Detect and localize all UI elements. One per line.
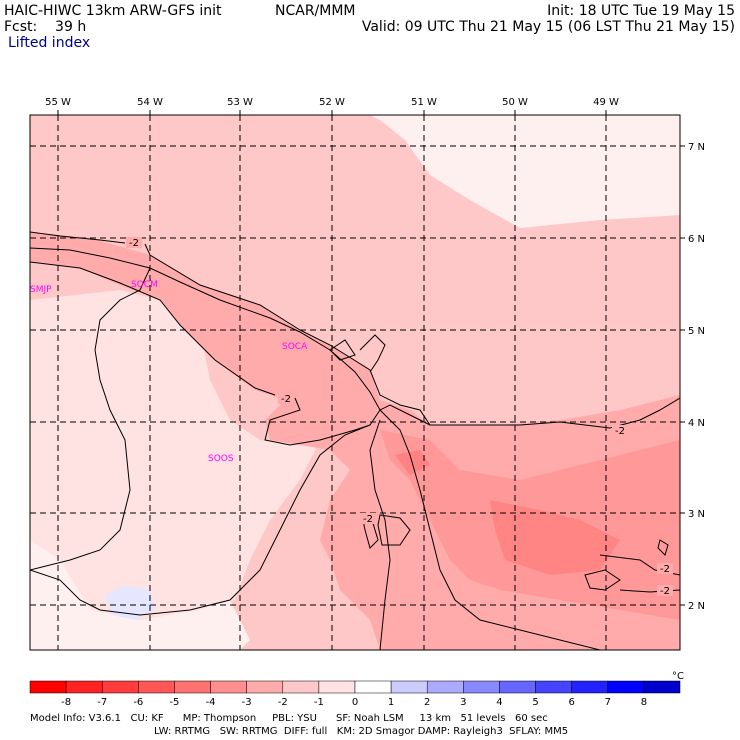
colorbar-swatch [282, 680, 320, 694]
model-title: HAIC-HIWC 13km ARW-GFS init [4, 3, 222, 19]
colorbar-tick-label: 8 [641, 697, 647, 708]
colorbar-tick-label: 0 [352, 697, 358, 708]
shade-minus4-patch [490, 500, 620, 575]
colorbar-swatch [29, 680, 67, 694]
forecast-hour: Fcst: 39 h [4, 19, 87, 35]
colorbar-tick-label: -7 [97, 697, 107, 708]
model-info-line1: Model Info: V3.6.1 CU: KF MP: Thompson P… [30, 713, 548, 724]
lat-label-7n: 7 N [688, 142, 705, 153]
colorbar-tick-label: -6 [133, 697, 143, 708]
shade-positive-patch [105, 585, 155, 620]
colorbar-swatch [246, 680, 284, 694]
station-soos: SOOS [208, 454, 234, 464]
lat-label-5n: 5 N [688, 326, 705, 337]
contour-label: -2 [281, 394, 291, 405]
colorbar-swatch [426, 680, 464, 694]
colorbar-swatch [607, 680, 645, 694]
org-label: NCAR/MMM [275, 3, 356, 19]
colorbar-tick-label: 5 [532, 697, 538, 708]
colorbar-tick-label: -1 [314, 697, 324, 708]
colorbar-swatch [354, 680, 392, 694]
lon-label-53w: 53 W [227, 97, 253, 108]
shade-interior-light [30, 290, 320, 620]
lat-label-3n: 3 N [688, 509, 705, 520]
lat-label-2n: 2 N [688, 601, 705, 612]
colorbar-swatch [390, 680, 428, 694]
colorbar-tick-label: 6 [568, 697, 574, 708]
contour-label: -2 [660, 564, 670, 575]
shading-layer [30, 115, 680, 650]
lon-label-49w: 49 W [593, 97, 619, 108]
lon-label-54w: 54 W [137, 97, 163, 108]
colorbar-swatch [643, 680, 681, 694]
contour-label: -2 [615, 426, 625, 437]
colorbar-swatch [65, 680, 103, 694]
colorbar-tick-label: 7 [605, 697, 611, 708]
contour-label: -2 [129, 238, 139, 249]
colorbar-tick-label: -4 [206, 697, 216, 708]
colorbar-tick-label: 3 [460, 697, 466, 708]
lat-label-4n: 4 N [688, 418, 705, 429]
colorbar-tick-label: -3 [242, 697, 252, 708]
colorbar-unit: °C [672, 671, 684, 682]
coastline-borders [30, 247, 601, 650]
shade-southwest-light [30, 540, 250, 650]
colorbar-swatch [101, 680, 139, 694]
lon-label-50w: 50 W [502, 97, 528, 108]
colorbar-swatch [535, 680, 572, 694]
map-frame [29, 114, 681, 651]
colorbar-swatch [463, 680, 500, 694]
colorbar-tick-label: 2 [424, 697, 430, 708]
contour-label: -2 [363, 514, 373, 525]
axis-ticks [57, 110, 685, 606]
colorbar-tick-label: 1 [388, 697, 394, 708]
graticule [30, 115, 680, 650]
colorbar-tick-label: -8 [61, 697, 71, 708]
colorbar: -8 -7 -6 -5 -4 -3 -2 -1 0 1 2 3 4 5 6 7 8 °C [29, 671, 684, 708]
lon-label-55w: 55 W [45, 97, 71, 108]
station-soca: SOCA [282, 342, 308, 352]
shade-top-right-light [370, 115, 680, 228]
field-name: Lifted index [8, 35, 91, 51]
init-time: Init: 18 UTC Tue 19 May 15 [547, 3, 735, 19]
contour-label: -2 [660, 586, 670, 597]
colorbar-swatch [174, 680, 211, 694]
station-socm: SOCM [131, 280, 158, 290]
station-smjp: SMJP [30, 285, 52, 295]
contour-labels: -2 -2 -2 -2 -2 -2 [126, 237, 673, 597]
colorbar-swatch [210, 680, 247, 694]
model-info-line2: LW: RRTMG SW: RRTMG DIFF: full KM: 2D Sm… [154, 726, 569, 737]
lon-label-51w: 51 W [411, 97, 437, 108]
colorbar-swatch [499, 680, 536, 694]
colorbar-swatch [138, 680, 175, 694]
valid-time: Valid: 09 UTC Thu 21 May 15 (06 LST Thu … [361, 19, 735, 35]
lon-label-52w: 52 W [319, 97, 345, 108]
colorbar-tick-label: -2 [278, 697, 288, 708]
colorbar-swatch [571, 680, 609, 694]
colorbar-tick-label: -5 [169, 697, 179, 708]
colorbar-swatch [318, 680, 356, 694]
lat-label-6n: 6 N [688, 234, 705, 245]
colorbar-tick-label: 4 [496, 697, 502, 708]
